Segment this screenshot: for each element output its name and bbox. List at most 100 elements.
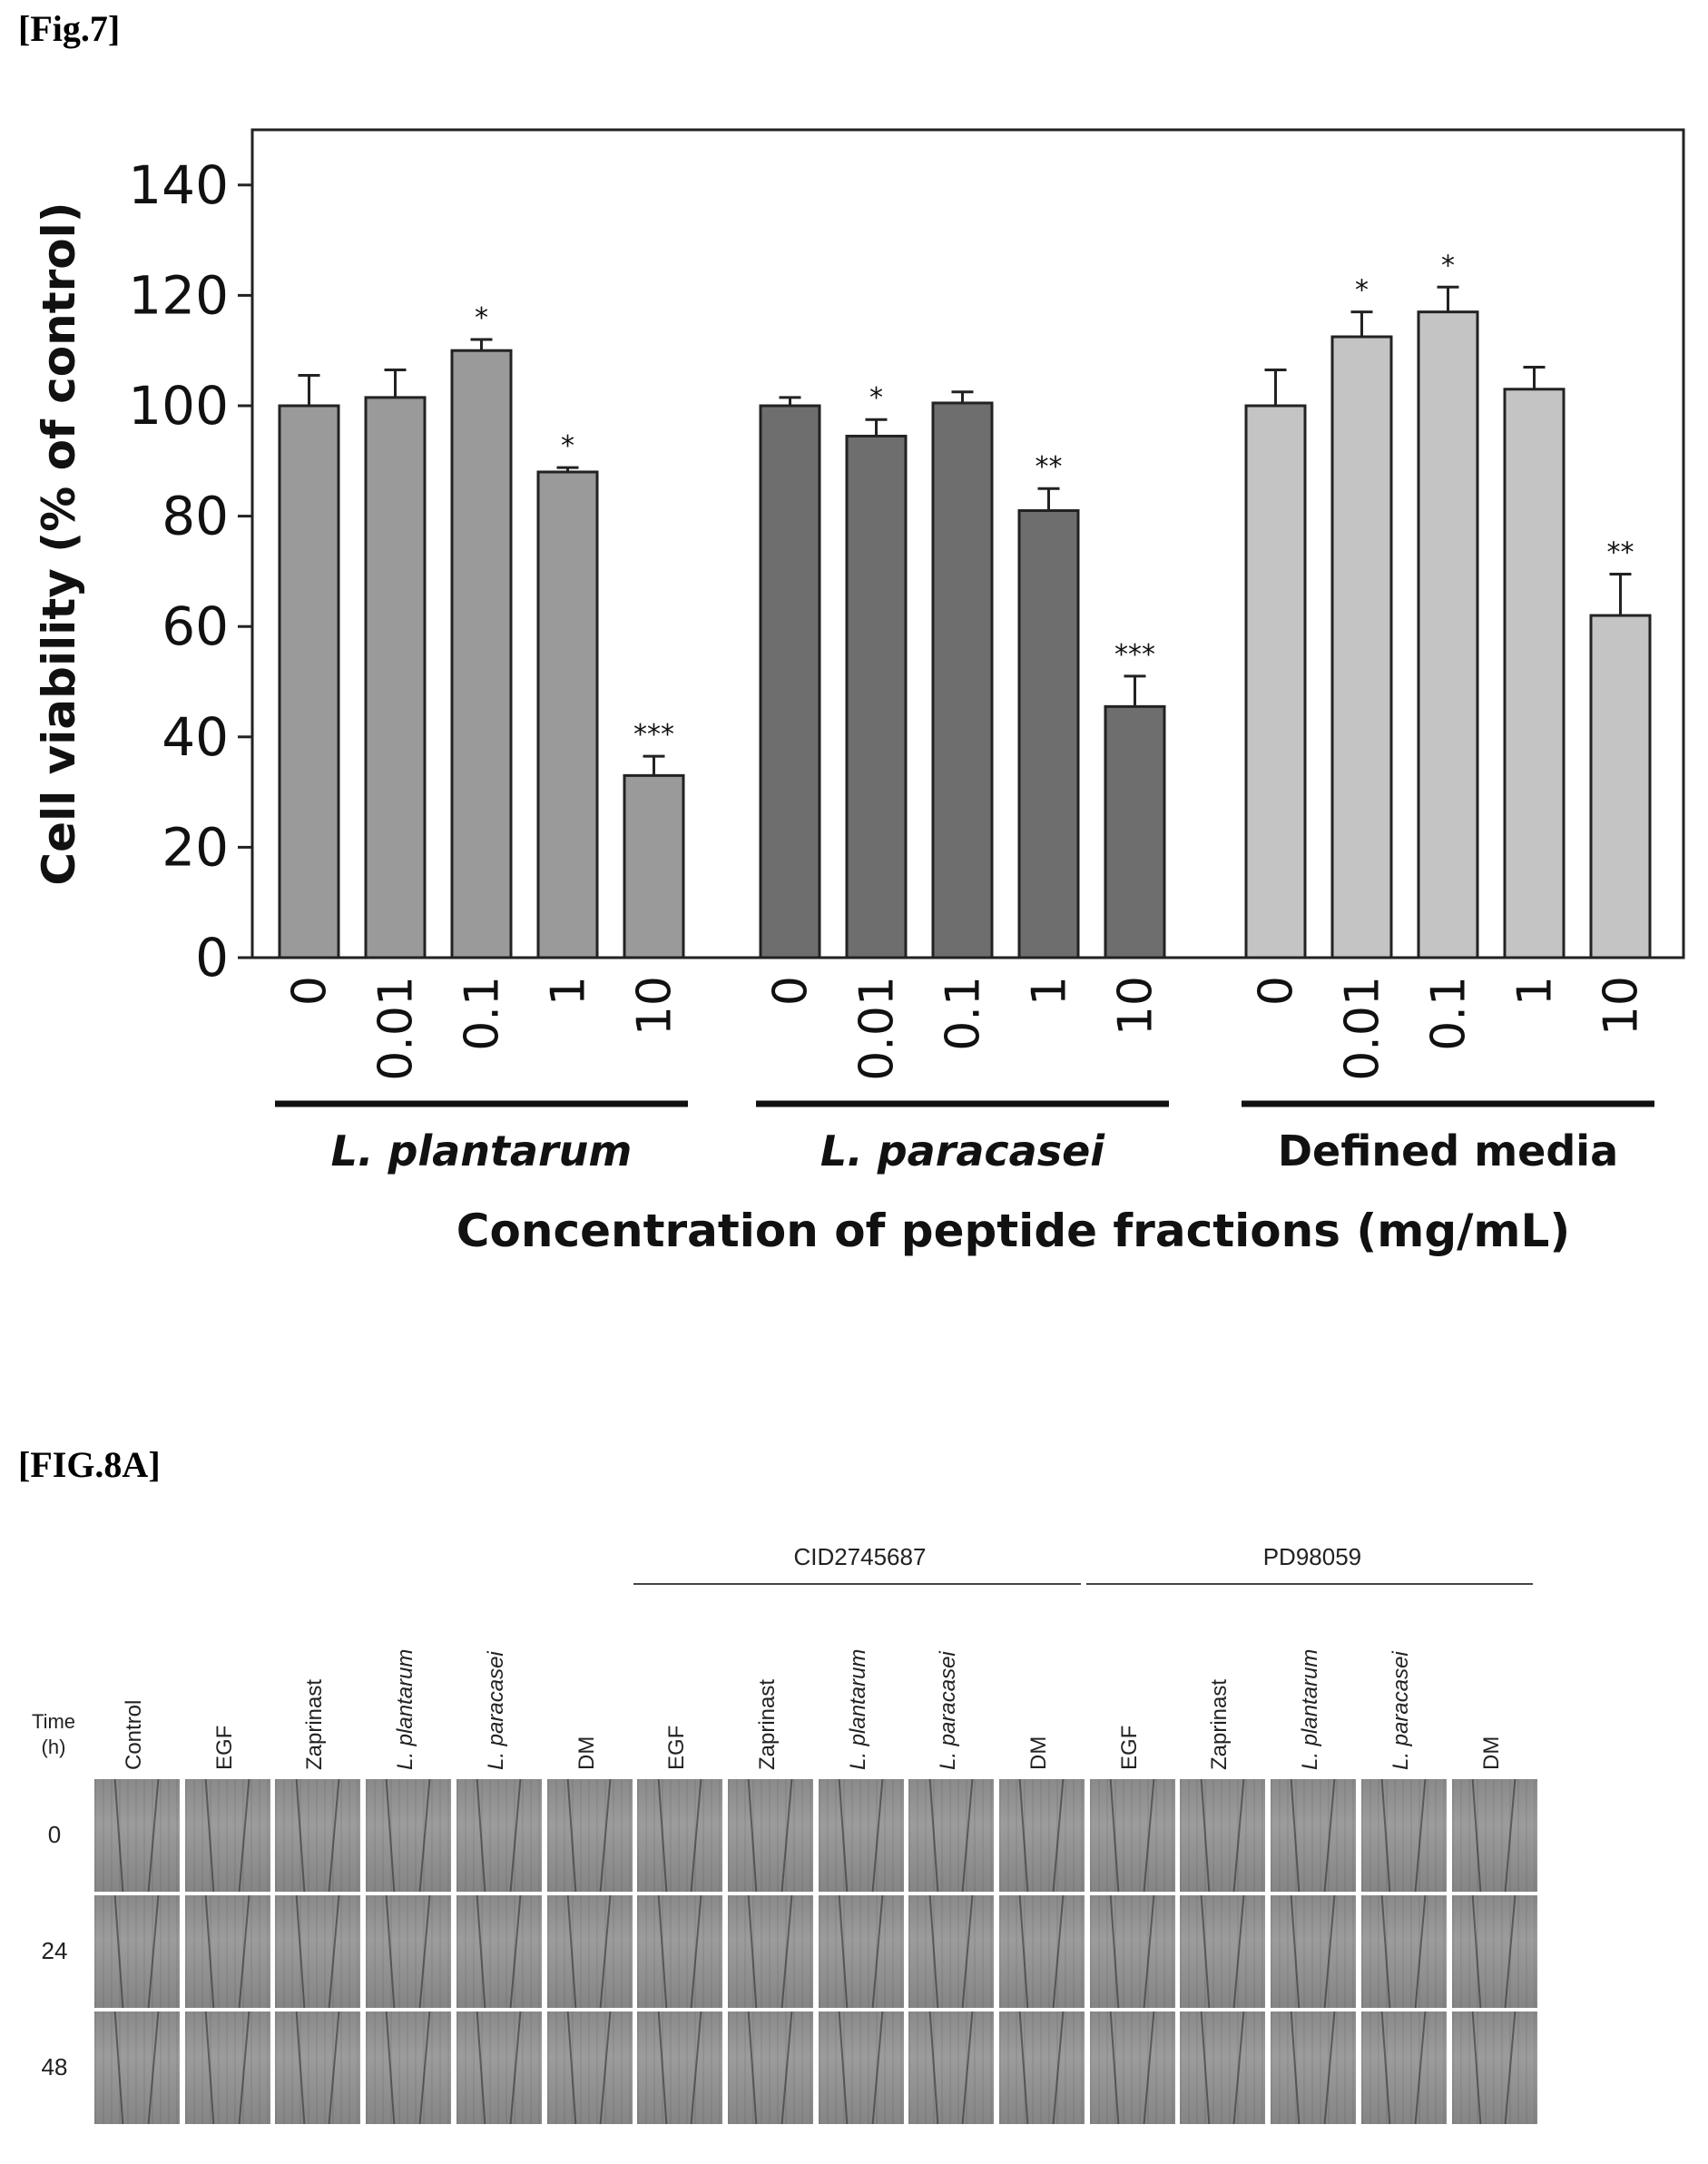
time-unit: (h) bbox=[41, 1736, 66, 1758]
microscopy-image bbox=[456, 1895, 542, 2008]
bar bbox=[1017, 509, 1080, 959]
microscopy-image bbox=[1180, 1779, 1266, 1892]
microscopy-image bbox=[1271, 2012, 1357, 2124]
bar bbox=[1330, 335, 1393, 959]
bracket-label: PD98059 bbox=[1262, 1543, 1362, 1570]
microscopy-image bbox=[275, 2012, 361, 2124]
microscopy-image bbox=[999, 1895, 1085, 2008]
x-tick-label: 0 bbox=[764, 976, 819, 1006]
column-header: L. paracasei bbox=[1388, 1651, 1413, 1770]
microscopy-image bbox=[908, 2012, 995, 2124]
microscopy-image bbox=[999, 1779, 1085, 1892]
bar bbox=[1244, 404, 1307, 959]
microscopy-image bbox=[366, 1779, 452, 1892]
bracket-line bbox=[1085, 1583, 1534, 1585]
column-header: L. paracasei bbox=[483, 1651, 508, 1770]
significance-marker: * bbox=[475, 302, 488, 334]
significance-marker: ** bbox=[1036, 451, 1063, 483]
microscopy-image bbox=[546, 2012, 633, 2124]
microscopy-image bbox=[94, 2012, 180, 2124]
x-tick-label: 1 bbox=[542, 976, 596, 1006]
microscopy-image bbox=[94, 1895, 180, 2008]
y-tick-label: 100 bbox=[128, 375, 229, 437]
significance-marker: * bbox=[561, 430, 574, 462]
microscopy-image bbox=[275, 1895, 361, 2008]
bar bbox=[845, 434, 908, 959]
microscopy-image bbox=[908, 1779, 995, 1892]
microscopy-image bbox=[184, 2012, 270, 2124]
x-tick-label: 0.01 bbox=[850, 976, 905, 1081]
microscopy-image bbox=[1271, 1895, 1357, 2008]
x-tick-label: 10 bbox=[1109, 976, 1163, 1036]
y-tick-label: 120 bbox=[128, 264, 229, 326]
bracket-line bbox=[633, 1583, 1081, 1585]
y-tick-label: 140 bbox=[128, 154, 229, 216]
column-header: Control bbox=[122, 1699, 146, 1770]
bar bbox=[1589, 614, 1652, 959]
microscopy-image bbox=[1360, 2012, 1447, 2124]
x-tick-label: 10 bbox=[628, 976, 682, 1036]
column-header: DM bbox=[574, 1736, 599, 1770]
microscopy-image bbox=[818, 1779, 904, 1892]
bar bbox=[536, 470, 599, 959]
bar bbox=[1503, 388, 1566, 959]
microscopy-image bbox=[366, 2012, 452, 2124]
significance-marker: * bbox=[869, 382, 883, 414]
row-label: 24 bbox=[41, 1937, 68, 1964]
y-tick-label: 0 bbox=[195, 927, 229, 989]
group-label: Defined media bbox=[1278, 1126, 1618, 1175]
x-tick-label: 0 bbox=[283, 976, 338, 1006]
column-header: L. plantarum bbox=[393, 1648, 418, 1770]
microscopy-image bbox=[637, 1895, 723, 2008]
microscopy-image bbox=[184, 1895, 270, 2008]
microscopy-image bbox=[94, 1779, 180, 1892]
microscopy-image bbox=[1089, 1779, 1175, 1892]
y-tick-label: 20 bbox=[162, 816, 229, 878]
y-tick-label: 40 bbox=[162, 706, 229, 768]
column-header: DM bbox=[1478, 1736, 1504, 1770]
column-header: EGF bbox=[211, 1725, 237, 1770]
figure-8a-label: [FIG.8A] bbox=[18, 1444, 161, 1485]
significance-marker: *** bbox=[633, 719, 674, 751]
bar bbox=[623, 773, 685, 959]
bar bbox=[759, 404, 821, 959]
row-label: 48 bbox=[41, 2053, 68, 2080]
column-header: L. plantarum bbox=[845, 1648, 870, 1770]
y-axis-title: Cell viability (% of control) bbox=[33, 202, 85, 885]
x-tick-label: 1 bbox=[1023, 976, 1077, 1006]
microscopy-image bbox=[727, 1779, 813, 1892]
microscopy-image bbox=[456, 1779, 542, 1892]
column-header: Zaprinast bbox=[1207, 1678, 1232, 1770]
x-tick-label: 0.1 bbox=[1422, 976, 1477, 1051]
bracket-label: CID2745687 bbox=[793, 1543, 927, 1570]
time-header: Time bbox=[31, 1710, 76, 1733]
x-tick-label: 0.1 bbox=[937, 976, 991, 1051]
x-tick-label: 0.1 bbox=[456, 976, 510, 1051]
microscopy-image bbox=[546, 1895, 633, 2008]
column-header: DM bbox=[1026, 1736, 1051, 1770]
microscopy-image bbox=[1360, 1779, 1447, 1892]
microscopy-image bbox=[818, 1895, 904, 2008]
column-header: L. plantarum bbox=[1298, 1648, 1323, 1770]
significance-marker: * bbox=[1355, 275, 1369, 307]
microscopy-image bbox=[1451, 1779, 1537, 1892]
row-label: 0 bbox=[47, 1821, 62, 1848]
bar bbox=[450, 349, 513, 959]
bar bbox=[364, 396, 427, 959]
x-tick-label: 10 bbox=[1595, 976, 1649, 1036]
column-header: Zaprinast bbox=[754, 1678, 780, 1770]
microscopy-image bbox=[999, 2012, 1085, 2124]
microscopy-image bbox=[1451, 1895, 1537, 2008]
bar bbox=[931, 401, 994, 959]
y-tick-label: 60 bbox=[162, 595, 229, 657]
microscopy-image bbox=[1180, 2012, 1266, 2124]
microscopy-image bbox=[366, 1895, 452, 2008]
column-header: L. paracasei bbox=[936, 1651, 961, 1770]
x-tick-label: 0.01 bbox=[369, 976, 424, 1081]
column-header: EGF bbox=[664, 1725, 690, 1770]
x-tick-label: 0.01 bbox=[1336, 976, 1390, 1081]
x-tick-label: 0 bbox=[1250, 976, 1304, 1006]
column-header: Zaprinast bbox=[302, 1678, 328, 1770]
